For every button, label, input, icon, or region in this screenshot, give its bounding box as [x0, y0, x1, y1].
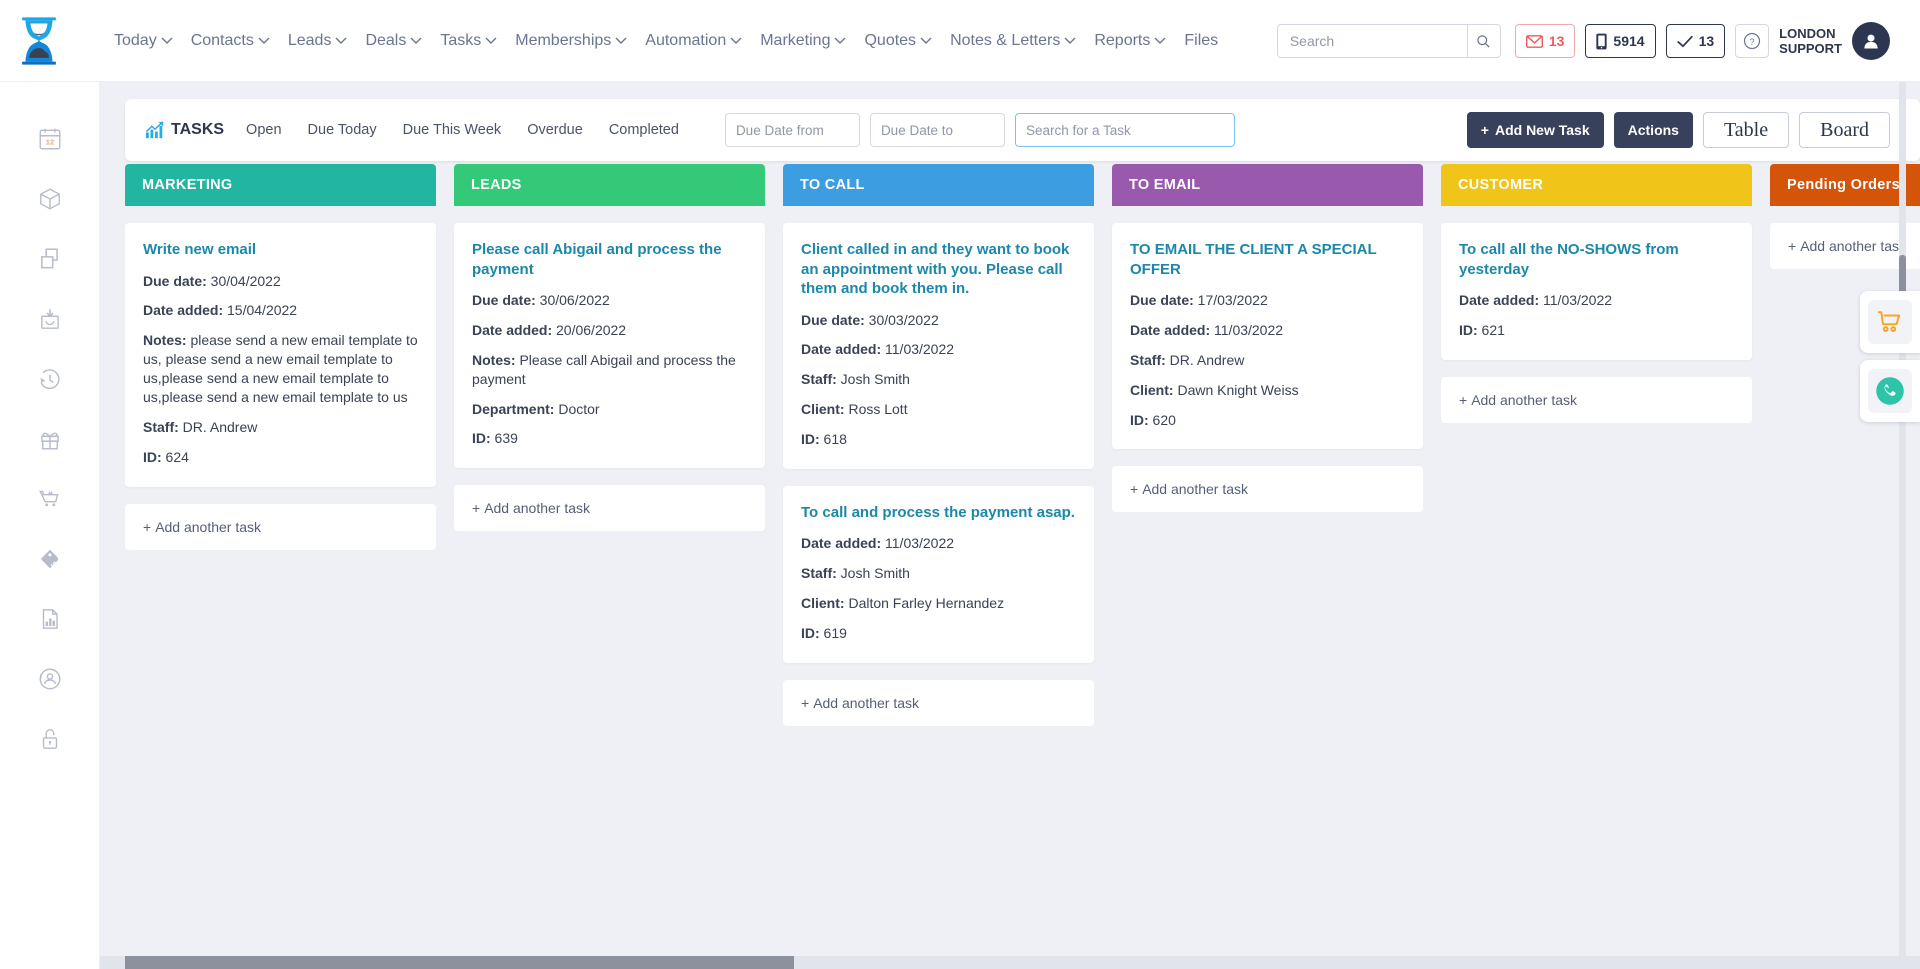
svg-text:?: ? [1750, 37, 1755, 47]
svg-text:12: 12 [46, 137, 54, 146]
